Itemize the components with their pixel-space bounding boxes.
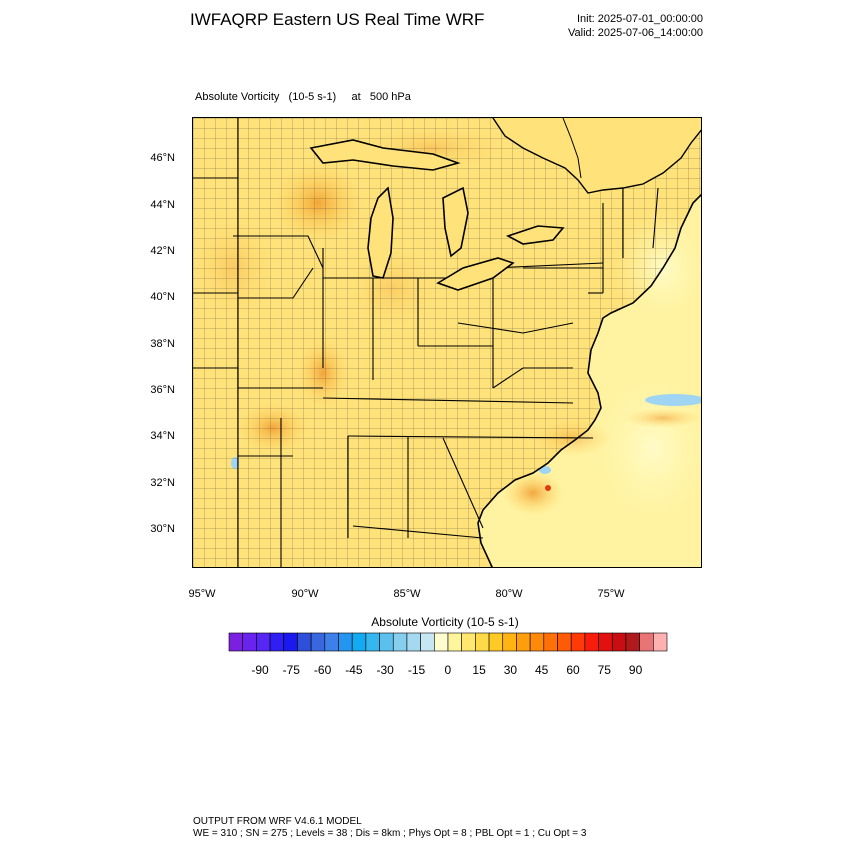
- colorbar-tick-label: 60: [566, 663, 580, 677]
- model-settings: WE = 310 ; SN = 275 ; Levels = 38 ; Dis …: [193, 828, 587, 839]
- longitude-label: 90°W: [291, 588, 319, 600]
- vorticity-band-atlantic: [623, 408, 701, 428]
- latitude-label: 42°N: [150, 245, 175, 257]
- colorbar-swatch: [338, 632, 353, 652]
- colorbar-swatch: [228, 632, 243, 652]
- longitude-label: 80°W: [495, 588, 523, 600]
- colorbar-tick-label: -30: [376, 663, 394, 677]
- colorbar-swatch: [283, 632, 298, 652]
- colorbar-swatch: [488, 632, 504, 652]
- map-canvas: [193, 118, 701, 567]
- colorbar-swatch: [392, 632, 408, 652]
- colorbar-swatch: [256, 632, 271, 652]
- longitude-label: 95°W: [188, 588, 216, 600]
- negative-vorticity-atlantic: [645, 394, 701, 406]
- latitude-label: 46°N: [150, 152, 175, 164]
- vorticity-max-center: [545, 485, 551, 491]
- colorbar-tick-label: -15: [407, 663, 426, 677]
- colorbar-swatch: [639, 632, 654, 652]
- latitude-label: 36°N: [150, 384, 175, 396]
- colorbar: [228, 632, 668, 652]
- latitude-label: 40°N: [150, 291, 175, 303]
- colorbar-swatch: [406, 632, 421, 652]
- lake-huron: [442, 186, 469, 258]
- canada-border: [492, 118, 701, 194]
- colorbar-swatch: [611, 632, 627, 652]
- colorbar-tick-label: 90: [628, 663, 643, 677]
- colorbar-swatch: [351, 632, 367, 652]
- colorbar-tick-label: 45: [535, 663, 549, 677]
- colorbar-swatch: [447, 632, 462, 652]
- colorbar-tick-label: -45: [345, 663, 363, 677]
- model-info: OUTPUT FROM WRF V4.6.1 MODEL: [193, 816, 362, 827]
- colorbar-swatch: [570, 632, 586, 652]
- latitude-label: 34°N: [150, 430, 175, 442]
- colorbar-tick-label: 0: [444, 663, 452, 677]
- colorbar-swatch: [653, 632, 668, 652]
- field-label: Absolute Vorticity (10-5 s-1) at 500 hPa: [195, 91, 411, 103]
- atlantic-coastline: [477, 193, 701, 567]
- lake-ontario: [505, 225, 565, 245]
- colorbar-swatch: [461, 632, 476, 652]
- longitude-label: 75°W: [597, 588, 625, 600]
- colorbar-swatch: [557, 632, 572, 652]
- lake-erie: [436, 257, 515, 291]
- colorbar-swatch: [516, 632, 531, 652]
- colorbar-tick-label: 75: [597, 663, 611, 677]
- colorbar-swatch: [529, 632, 545, 652]
- colorbar-swatch: [242, 632, 257, 652]
- colorbar-swatch: [434, 632, 449, 652]
- colorbar-swatch: [502, 632, 517, 652]
- colorbar-swatch: [365, 632, 380, 652]
- colorbar-swatch: [324, 632, 339, 652]
- colorbar-swatch: [269, 632, 285, 652]
- latitude-label: 30°N: [150, 523, 175, 535]
- latitude-label: 38°N: [150, 338, 175, 350]
- latitude-label: 44°N: [150, 199, 175, 211]
- colorbar-swatch: [310, 632, 326, 652]
- negative-vorticity-offshore: [539, 466, 551, 474]
- colorbar-swatch: [420, 632, 435, 652]
- colorbar-swatch: [297, 632, 312, 652]
- colorbar-tick-label: 30: [503, 663, 518, 677]
- colorbar-tick-label: 15: [472, 663, 486, 677]
- colorbar-swatch: [543, 632, 558, 652]
- colorbar-title: Absolute Vorticity (10-5 s-1): [371, 615, 519, 629]
- vorticity-max-offshore: [503, 471, 563, 515]
- init-time: Init: 2025-07-01_00:00:00: [577, 13, 703, 25]
- valid-time: Valid: 2025-07-06_14:00:00: [568, 27, 703, 39]
- lake-superior: [309, 139, 461, 171]
- colorbar-tick-label: -90: [251, 663, 269, 677]
- colorbar-swatch: [475, 632, 490, 652]
- great-lakes: [309, 139, 565, 291]
- state-boundaries: [193, 118, 659, 567]
- lake-michigan: [367, 186, 394, 279]
- colorbar-swatch: [379, 632, 394, 652]
- colorbar-swatch: [625, 632, 640, 652]
- colorbar-tick-label: -75: [282, 663, 300, 677]
- latitude-label: 32°N: [150, 477, 175, 489]
- main-title: IWFAQRP Eastern US Real Time WRF: [190, 10, 485, 29]
- colorbar-swatch: [584, 632, 599, 652]
- colorbar-swatch: [598, 632, 613, 652]
- longitude-label: 85°W: [393, 588, 421, 600]
- canada-province-line: [562, 118, 582, 179]
- vorticity-map: [192, 117, 702, 568]
- colorbar-tick-label: -60: [313, 663, 332, 677]
